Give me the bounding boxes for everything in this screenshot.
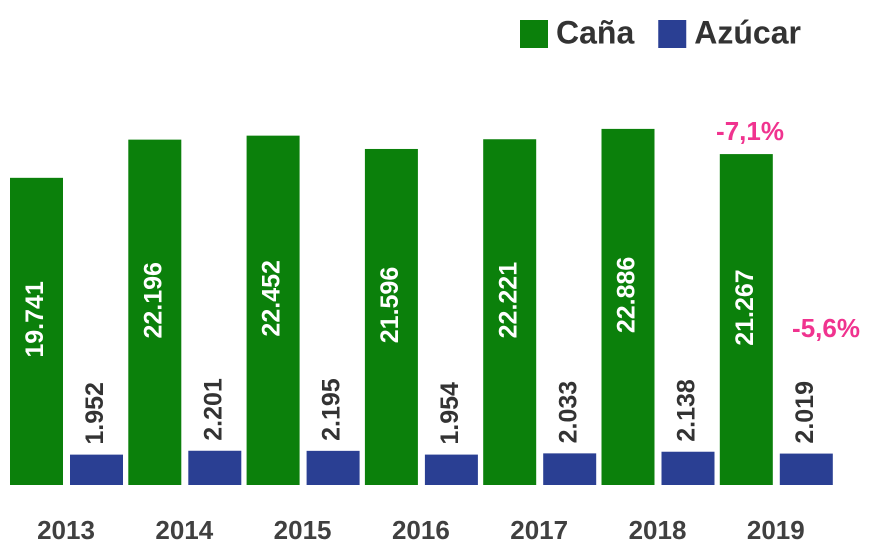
value-label: 2.201 xyxy=(199,378,227,441)
value-label: 1.952 xyxy=(81,382,109,445)
annotation: -5,6% xyxy=(792,313,860,343)
x-tick-label: 2018 xyxy=(629,515,687,545)
bar xyxy=(543,453,597,485)
x-tick-label: 2016 xyxy=(392,515,450,545)
value-label: 22.886 xyxy=(613,257,641,333)
x-tick-label: 2015 xyxy=(274,515,332,545)
bar xyxy=(601,128,655,485)
value-label: 2.019 xyxy=(791,381,819,444)
x-tick-label: 2013 xyxy=(37,515,95,545)
x-tick-label: 2017 xyxy=(510,515,568,545)
value-label: 2.195 xyxy=(318,378,346,441)
x-tick-label: 2014 xyxy=(155,515,213,545)
legend-label: Caña xyxy=(556,14,634,50)
bar xyxy=(719,154,773,485)
legend-swatch xyxy=(520,20,548,48)
value-label: 2.138 xyxy=(673,379,701,442)
value-label: 22.452 xyxy=(258,260,286,336)
x-tick-label: 2019 xyxy=(747,515,805,545)
bar xyxy=(779,453,833,485)
bar xyxy=(483,139,537,485)
bar xyxy=(70,454,123,485)
value-label: 21.596 xyxy=(376,267,404,343)
bar xyxy=(306,450,360,485)
bar xyxy=(661,451,715,485)
annotation: -7,1% xyxy=(716,116,784,146)
value-label: 22.196 xyxy=(139,262,167,338)
legend-swatch xyxy=(658,20,687,48)
bar xyxy=(188,450,242,485)
legend-label: Azúcar xyxy=(694,14,801,50)
value-label: 1.954 xyxy=(436,382,464,445)
bar xyxy=(128,139,182,485)
value-label: 21.267 xyxy=(731,269,759,345)
bar xyxy=(246,135,300,485)
value-label: 19.741 xyxy=(21,281,49,358)
bar xyxy=(10,177,63,485)
bar xyxy=(424,454,478,485)
bar xyxy=(364,148,418,485)
value-label: 22.221 xyxy=(494,262,522,339)
value-label: 2.033 xyxy=(554,381,582,444)
